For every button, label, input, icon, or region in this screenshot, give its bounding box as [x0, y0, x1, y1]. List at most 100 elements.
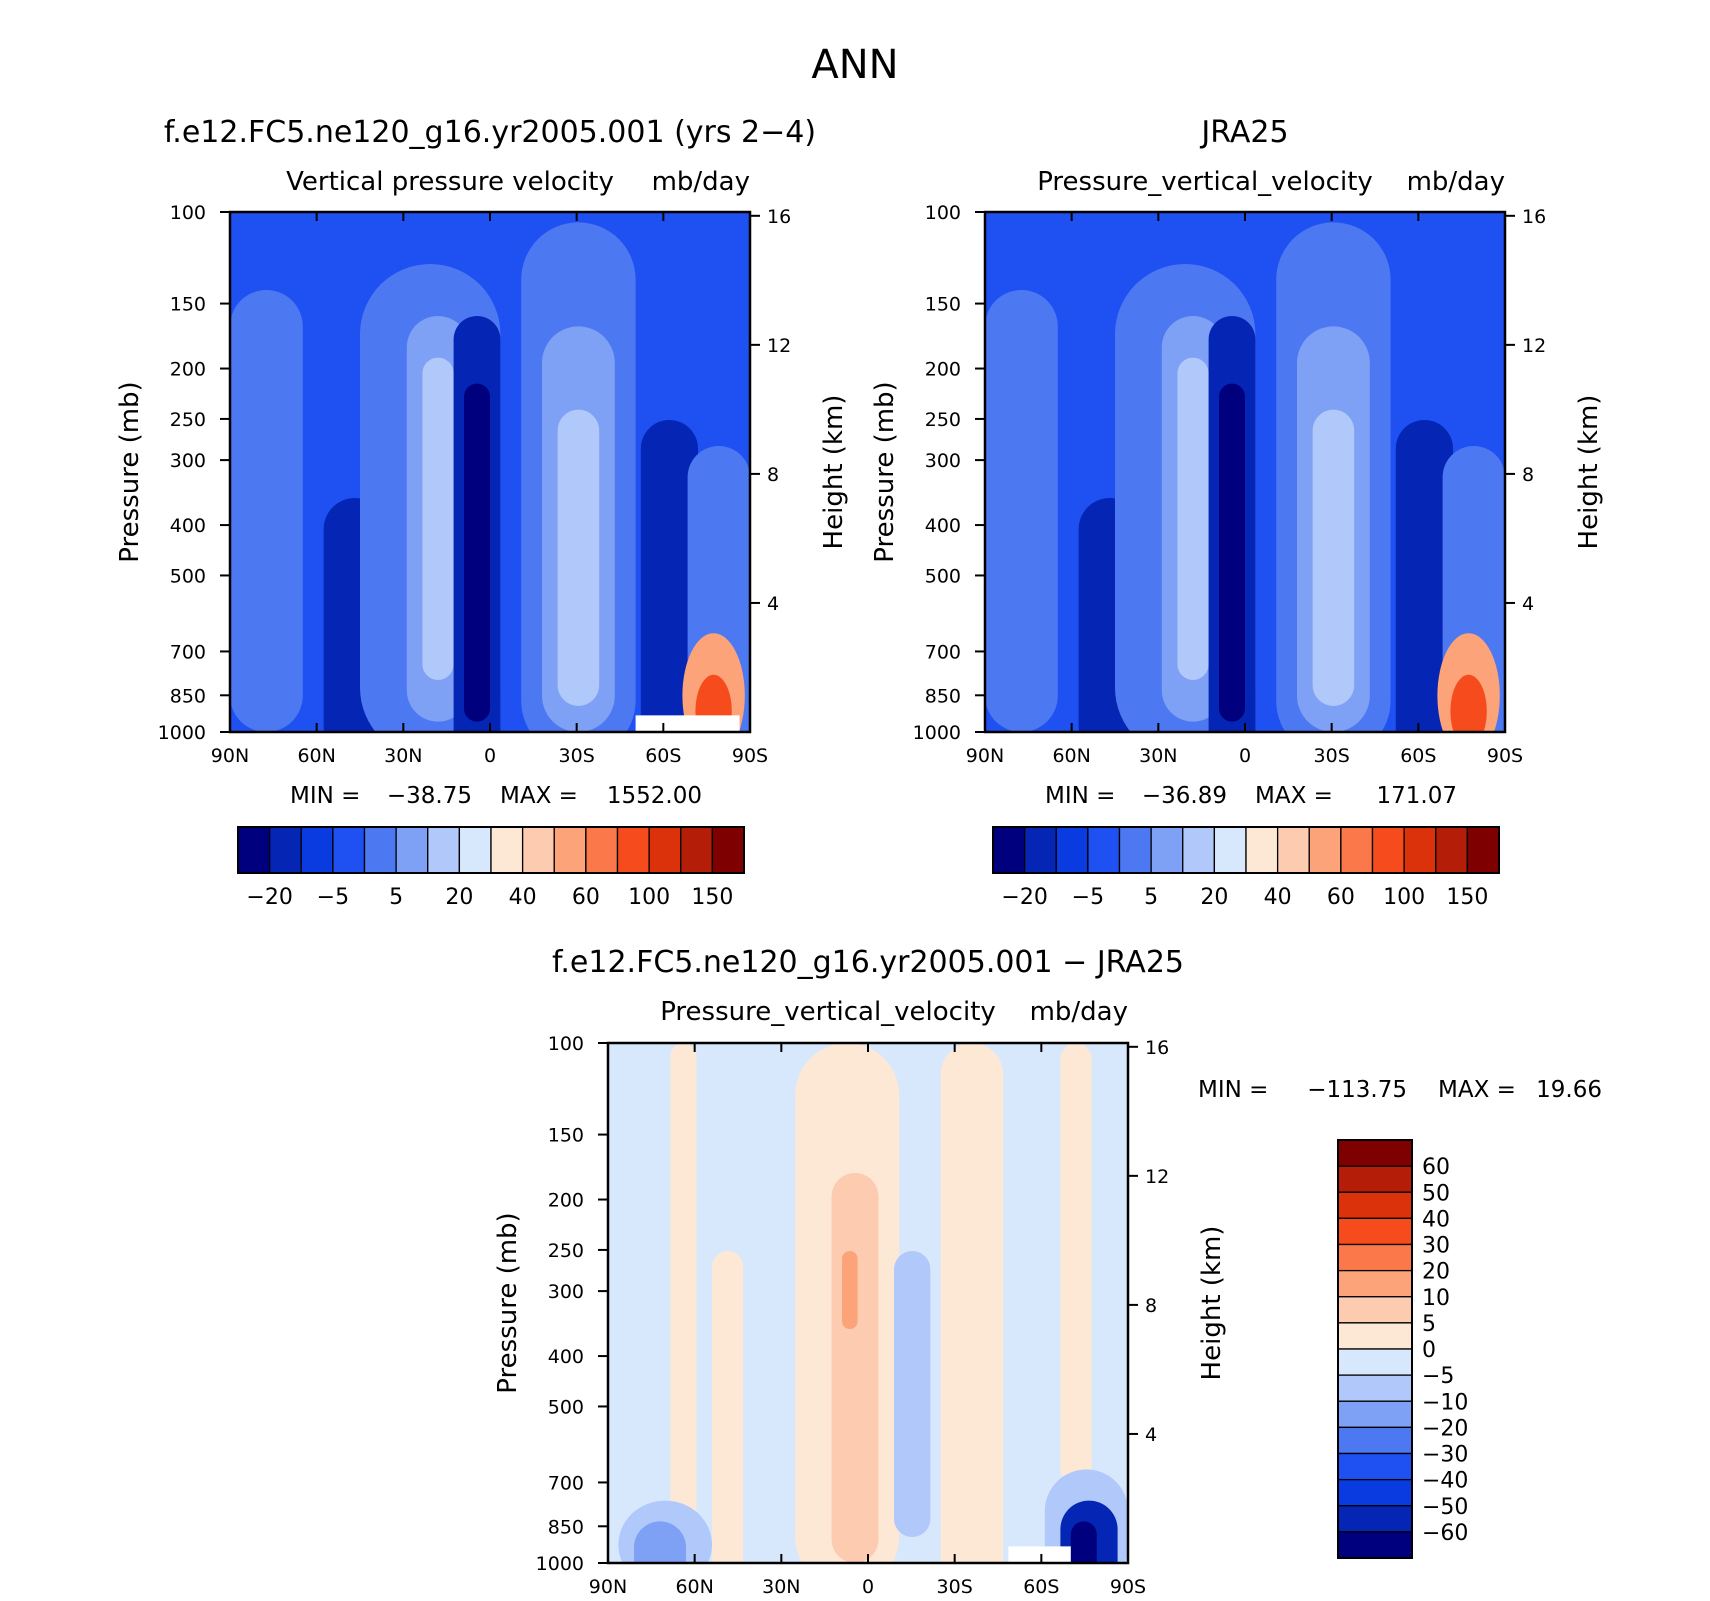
colorbar-label: −20: [1001, 885, 1047, 910]
contour-band: [712, 1251, 744, 1563]
y-tick-label: 1000: [913, 722, 961, 744]
colorbar-label: 40: [509, 885, 537, 910]
y-tick-label: 250: [170, 409, 206, 431]
colorbar-swatch: [1371, 826, 1405, 874]
colorbar-swatch: [1337, 1374, 1413, 1402]
min-value: −113.75: [1307, 1077, 1407, 1103]
contour-band: [985, 290, 1058, 732]
contour-band: [1070, 1521, 1097, 1563]
colorbar-swatch: [711, 826, 745, 874]
variable-name: Pressure_vertical_velocity: [660, 997, 996, 1027]
colorbar-swatch: [1055, 826, 1089, 874]
y2-tick-label: 12: [767, 335, 791, 357]
y-tick-label: 150: [925, 294, 961, 316]
colorbar-swatch: [427, 826, 461, 874]
colorbar-swatch: [237, 826, 271, 874]
min-value: −38.75: [387, 783, 472, 809]
x-tick-label: 60S: [1023, 1576, 1059, 1598]
y2-tick-label: 16: [1522, 206, 1546, 228]
colorbar-swatch: [1337, 1400, 1413, 1429]
colorbar-swatch: [1182, 826, 1216, 874]
colorbar-label: 150: [691, 885, 733, 910]
contour-band: [634, 1521, 686, 1563]
y-axis-label: Pressure (mb): [870, 381, 900, 562]
x-tick-label: 30S: [559, 745, 595, 767]
colorbar-swatch: [553, 826, 587, 874]
y2-tick-label: 8: [1522, 464, 1534, 486]
colorbar-label: −5: [317, 885, 349, 910]
colorbar-swatch: [1337, 1191, 1413, 1220]
colorbar-swatch: [1150, 826, 1184, 874]
variable-name: Vertical pressure velocity: [286, 167, 614, 197]
colorbar-swatch: [490, 826, 524, 874]
x-tick-label: 60S: [645, 745, 681, 767]
colorbar-swatch: [1087, 826, 1121, 874]
x-tick-label: 30N: [1139, 745, 1177, 767]
colorbar: −20 −5 5 20 40 60 100 150: [992, 826, 1500, 910]
y2-tick-label: 4: [1145, 1424, 1157, 1446]
chart-obs: JRA25 Pressure_vertical_velocity mb/day 90N…: [870, 115, 1604, 910]
min-label: MIN =: [1045, 783, 1115, 809]
x-tick-label: 30S: [937, 1576, 973, 1598]
colorbar-swatch: [1403, 826, 1437, 874]
x-tick-label: 90N: [589, 1576, 627, 1598]
chart-model: f.e12.FC5.ne120_g16.yr2005.001 (yrs 2−4)…: [115, 115, 849, 910]
y-tick-label: 500: [548, 1396, 584, 1418]
contour-field: [230, 212, 750, 732]
colorbar-swatch: [1337, 1505, 1413, 1533]
colorbar-swatch: [1340, 826, 1374, 874]
colorbar-label: −10: [1422, 1390, 1468, 1415]
contour-band: [1312, 409, 1355, 706]
y-tick-label: 500: [170, 565, 206, 587]
colorbar-swatch: [1213, 826, 1247, 874]
x-tick-label: 90N: [966, 745, 1004, 767]
colorbar-label: 50: [1422, 1181, 1450, 1206]
colorbar-swatch: [1337, 1322, 1413, 1350]
colorbar-label: 20: [1200, 885, 1228, 910]
y-tick-label: 1000: [536, 1553, 584, 1575]
y-tick-label: 850: [925, 685, 961, 707]
contour-band: [230, 290, 303, 732]
colorbar-label: 60: [572, 885, 600, 910]
colorbar-swatch: [332, 826, 366, 874]
colorbar-label: 100: [1383, 885, 1425, 910]
figure-title: ANN: [811, 42, 898, 88]
colorbar-swatch: [1337, 1217, 1413, 1246]
colorbar-label: −30: [1422, 1443, 1468, 1468]
colorbar-swatch: [1118, 826, 1152, 874]
y-tick-label: 500: [925, 565, 961, 587]
contour-band: [1395, 420, 1453, 732]
y-tick-label: 200: [170, 359, 206, 381]
max-label: MAX =: [1255, 783, 1333, 809]
x-tick-label: 0: [1239, 745, 1251, 767]
panel-title: f.e12.FC5.ne120_g16.yr2005.001 − JRA25: [552, 945, 1184, 980]
units-label: mb/day: [652, 167, 750, 197]
colorbar-swatch: [1337, 1139, 1413, 1167]
x-tick-label: 60N: [675, 1576, 713, 1598]
colorbar-swatch: [1337, 1531, 1413, 1559]
y2-tick-label: 4: [767, 593, 779, 615]
colorbar-frame: [992, 826, 1500, 874]
min-value: −36.89: [1142, 783, 1227, 809]
y-tick-label: 200: [925, 359, 961, 381]
missing-data-region: [1008, 1546, 1071, 1563]
y2-tick-label: 12: [1145, 1166, 1169, 1188]
colorbar-frame: [237, 826, 745, 874]
panel-title: JRA25: [1199, 115, 1288, 150]
colorbar-swatch: [458, 826, 492, 874]
contour-band: [464, 383, 490, 722]
x-tick-label: 30N: [762, 1576, 800, 1598]
max-value: 19.66: [1536, 1077, 1602, 1103]
y-tick-label: 100: [170, 202, 206, 224]
x-tick-label: 30S: [1314, 745, 1350, 767]
colorbar-swatch: [300, 826, 334, 874]
min-label: MIN =: [1198, 1077, 1268, 1103]
y-tick-label: 850: [548, 1516, 584, 1538]
y-tick-label: 200: [548, 1190, 584, 1212]
missing-data-region: [635, 715, 740, 732]
colorbar-swatch: [1337, 1348, 1413, 1376]
colorbar-swatch: [585, 826, 619, 874]
y2-axis-label: Height (km): [1574, 395, 1604, 550]
colorbar-label: 40: [1264, 885, 1292, 910]
